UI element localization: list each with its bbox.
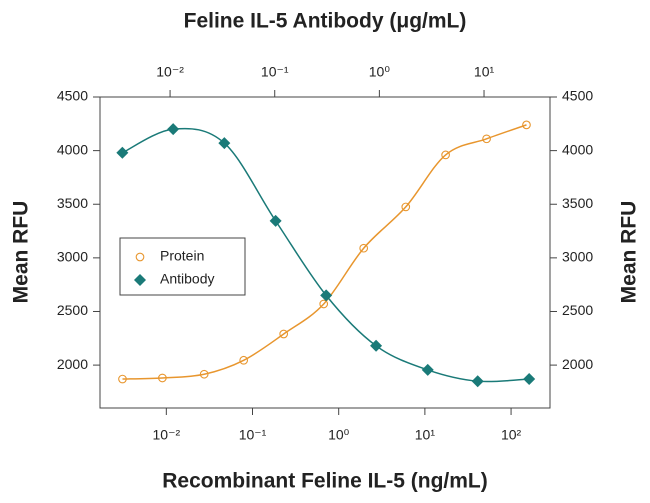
point <box>118 374 127 384</box>
x-tick-label: 10¹ <box>415 427 436 443</box>
y-tick-label: 3500 <box>57 195 88 211</box>
x2-tick-label: 10⁰ <box>369 64 391 80</box>
chart-title: Feline IL-5 Antibody (μg/mL) <box>184 10 467 33</box>
y2-tick-label: 2000 <box>562 356 593 372</box>
x2-tick-label: 10⁻² <box>156 64 184 80</box>
legend-label: Protein <box>160 248 204 264</box>
point <box>370 339 383 352</box>
plot-frame <box>99 96 551 409</box>
point <box>401 202 411 212</box>
legend-marker <box>134 274 146 286</box>
point <box>239 355 249 365</box>
x-axis-label: Recombinant Feline IL-5 (ng/mL) <box>162 470 488 493</box>
y2-tick-label: 3500 <box>562 195 593 211</box>
y2-tick-label: 4000 <box>562 141 593 157</box>
y-tick-label: 4500 <box>57 88 88 104</box>
point <box>116 146 129 159</box>
y2-tick-label: 4500 <box>562 88 593 104</box>
fit-curve <box>122 124 527 380</box>
point <box>441 150 450 160</box>
point <box>359 243 369 253</box>
point <box>218 137 231 150</box>
x-tick-label: 10² <box>501 427 522 443</box>
y2-axis-label: Mean RFU <box>618 201 641 304</box>
y2-tick-label: 3000 <box>562 249 593 265</box>
legend-box <box>119 237 246 296</box>
x-tick-label: 10⁰ <box>328 427 350 443</box>
point <box>158 373 167 383</box>
point <box>279 329 289 339</box>
x-tick-label: 10⁻¹ <box>239 427 267 443</box>
y-tick-label: 2000 <box>57 356 88 372</box>
point <box>269 214 282 227</box>
y-tick-label: 2500 <box>57 302 88 318</box>
x-tick-label: 10⁻² <box>153 427 181 443</box>
legend-marker <box>135 252 145 262</box>
point <box>471 375 484 388</box>
point <box>319 299 329 309</box>
x2-tick-label: 10⁻¹ <box>261 64 289 80</box>
point <box>522 120 531 130</box>
point <box>320 289 333 302</box>
point <box>421 363 434 376</box>
y2-tick-label: 2500 <box>562 302 593 318</box>
y-axis-label: Mean RFU <box>10 201 33 304</box>
y-tick-label: 4000 <box>57 141 88 157</box>
point <box>167 123 180 136</box>
y-tick-label: 3000 <box>57 249 88 265</box>
point <box>482 134 491 144</box>
x2-tick-label: 10¹ <box>474 64 495 80</box>
legend-label: Antibody <box>160 271 214 287</box>
point <box>199 369 209 379</box>
point <box>523 373 536 386</box>
